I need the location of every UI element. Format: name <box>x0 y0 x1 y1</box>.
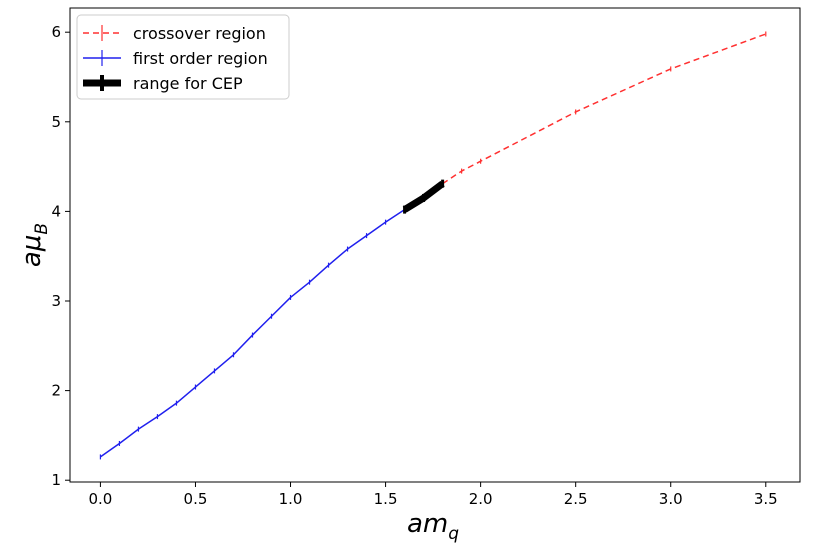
x-tick-label-6: 3.0 <box>659 490 683 508</box>
legend-label-range-for-cep: range for CEP <box>133 74 243 93</box>
x-axis-label-main: am <box>407 509 448 539</box>
x-tick-label-2: 1.0 <box>279 490 303 508</box>
legend-item-range-for-cep: range for CEP <box>83 74 243 93</box>
x-axis-label-sub: q <box>448 524 459 544</box>
y-axis-label-sub: B <box>32 223 52 235</box>
y-tick-label-0: 1 <box>51 471 61 489</box>
x-tick-label-7: 3.5 <box>754 490 778 508</box>
legend: crossover region first order region range … <box>76 14 290 100</box>
y-tick-label-3: 4 <box>51 202 61 220</box>
y-axis-label: aμB <box>17 223 52 267</box>
x-tick-label-4: 2.0 <box>469 490 493 508</box>
y-tick-label-1: 2 <box>51 382 61 400</box>
legend-box <box>76 14 290 100</box>
legend-items: crossover region first order region range … <box>83 24 268 93</box>
y-axis-label-main: aμ <box>17 235 47 267</box>
legend-label-first-order-region: first order region <box>133 49 268 68</box>
x-tick-label-0: 0.0 <box>88 490 112 508</box>
legend-label-crossover-region: crossover region <box>133 24 266 43</box>
x-tick-label-5: 2.5 <box>564 490 588 508</box>
axis-layer: 0.0 0.5 1.0 1.5 2.0 2.5 3.0 3.5 1 2 3 4 5 6 <box>51 23 777 508</box>
legend-item-crossover-region: crossover region <box>83 24 266 43</box>
series-line-crossover-region <box>442 33 767 185</box>
x-axis-label: amq <box>407 509 459 544</box>
x-tick-label-3: 1.5 <box>374 490 398 508</box>
series-range-for-cep <box>402 179 445 214</box>
series-layer <box>99 31 767 460</box>
legend-item-first-order-region: first order region <box>83 49 268 68</box>
y-tick-label-5: 6 <box>51 23 61 41</box>
plot-area-frame <box>69 7 801 483</box>
y-tick-label-2: 3 <box>51 292 61 310</box>
series-first-order-region <box>99 207 406 460</box>
y-tick-label-4: 5 <box>51 113 61 131</box>
x-tick-label-1: 0.5 <box>184 490 208 508</box>
